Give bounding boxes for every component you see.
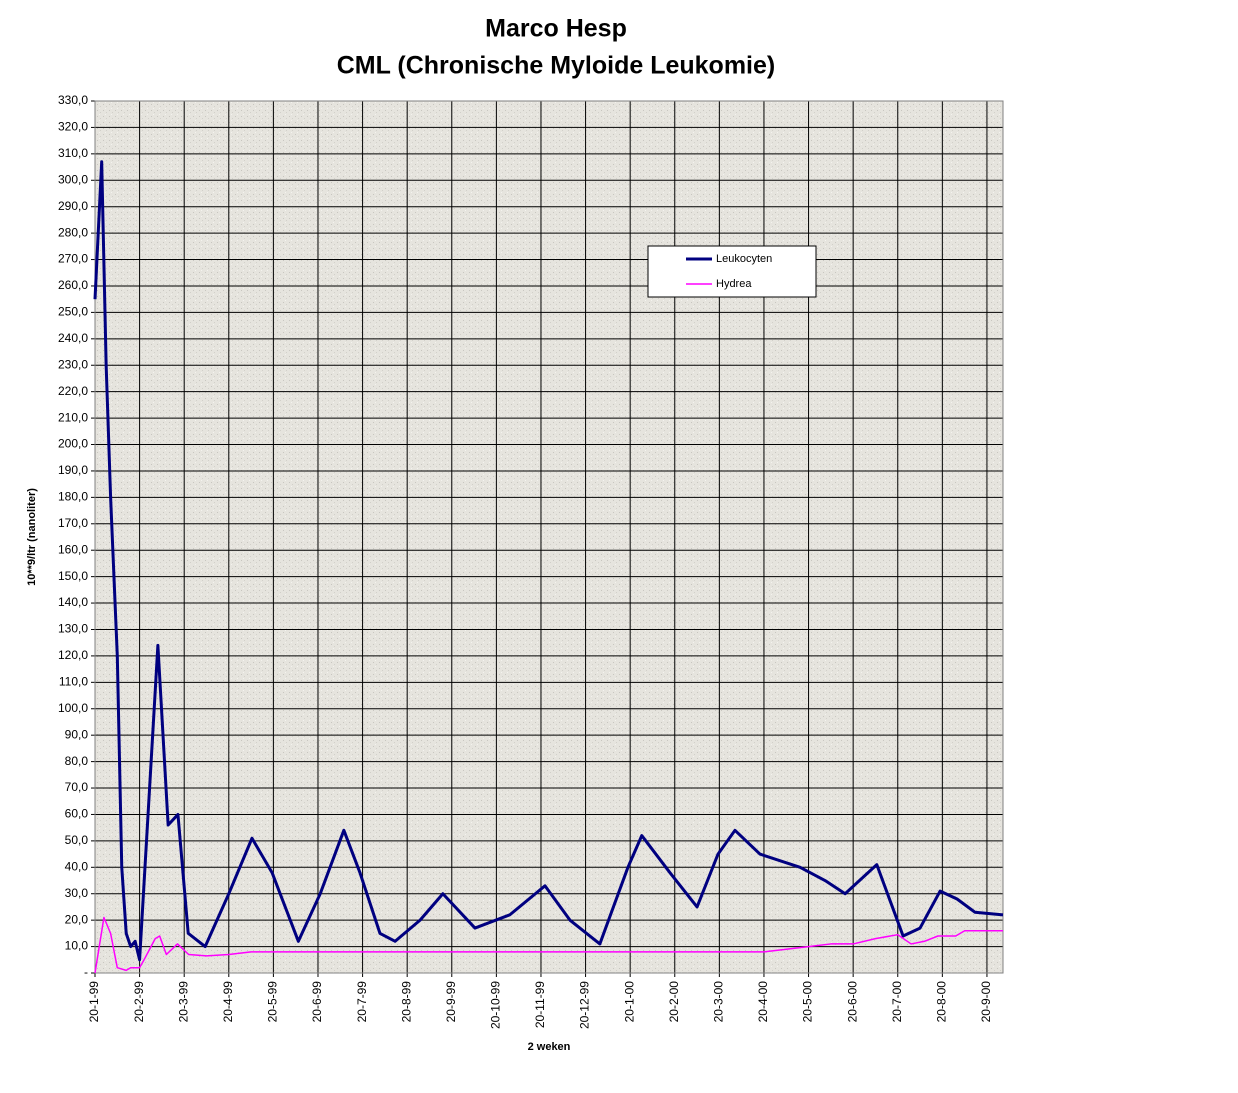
y-tick-label: 120,0 <box>58 648 88 662</box>
y-tick-label: 90,0 <box>65 727 89 741</box>
legend <box>647 245 817 298</box>
x-tick-label: 20-7-99 <box>355 981 369 1023</box>
y-tick-label: 270,0 <box>58 252 88 266</box>
x-tick-label: 20-7-00 <box>890 981 904 1023</box>
x-tick-label: 20-5-00 <box>801 981 815 1023</box>
x-tick-label: 20-8-99 <box>399 981 413 1023</box>
x-tick-label: 20-9-99 <box>444 981 458 1023</box>
y-tick-label: 10,0 <box>65 939 89 953</box>
y-axis-label: 10**9/ltr (nanoliter) <box>26 488 38 586</box>
y-tick-label: 180,0 <box>58 490 88 504</box>
y-tick-label: 130,0 <box>58 622 88 636</box>
lines <box>93 160 1004 974</box>
y-tick-label: 260,0 <box>58 278 88 292</box>
x-tick-label: 20-1-99 <box>87 981 101 1023</box>
legend-label: Leukocyten <box>716 253 772 265</box>
x-tick-label: 20-6-99 <box>310 981 324 1023</box>
x-tick-label: 20-10-99 <box>489 981 503 1029</box>
x-tick-label: 20-4-99 <box>221 981 235 1023</box>
y-tick-label: 60,0 <box>65 807 89 821</box>
y-tick-label: 40,0 <box>65 859 89 873</box>
x-tick-label: 20-2-99 <box>132 981 146 1023</box>
y-tick-label: 200,0 <box>58 437 88 451</box>
x-tick-label: 20-6-00 <box>845 981 859 1023</box>
y-tick-label: 240,0 <box>58 331 88 345</box>
plot-area <box>95 101 1003 973</box>
y-tick-label: 300,0 <box>58 172 88 186</box>
x-tick-label: 20-11-99 <box>533 981 547 1028</box>
y-tick-label: 220,0 <box>58 384 88 398</box>
legend-label: Hydrea <box>716 278 752 290</box>
y-tick-label: 250,0 <box>58 305 88 319</box>
y-tick-label: 20,0 <box>65 912 89 926</box>
y-tick-label: 80,0 <box>65 754 89 768</box>
y-tick-label: - <box>84 965 88 979</box>
y-tick-label: 160,0 <box>58 542 88 556</box>
x-tick-label: 20-2-00 <box>667 981 681 1023</box>
series-line <box>94 916 1003 974</box>
y-tick-label: 310,0 <box>58 146 88 160</box>
grid <box>91 100 1004 977</box>
y-tick-label: 290,0 <box>58 199 88 213</box>
plot-border <box>94 100 1004 974</box>
x-tick-label: 20-4-00 <box>756 981 770 1023</box>
x-tick-label: 20-9-00 <box>979 981 993 1023</box>
y-tick-label: 140,0 <box>58 595 88 609</box>
y-tick-label: 170,0 <box>58 516 88 530</box>
y-tick-label: 230,0 <box>58 357 88 371</box>
y-tick-label: 70,0 <box>65 780 89 794</box>
y-tick-label: 50,0 <box>65 833 89 847</box>
y-tick-label: 210,0 <box>58 410 88 424</box>
x-tick-label: 20-12-99 <box>578 981 592 1029</box>
x-tick-label: 20-3-99 <box>176 981 190 1023</box>
x-tick-label: 20-1-00 <box>622 981 636 1023</box>
x-tick-label: 20-5-99 <box>266 981 280 1023</box>
x-axis-label: 2 weken <box>528 1041 571 1053</box>
chart-subtitle: CML (Chronische Myloide Leukomie) <box>337 52 775 80</box>
chart-title: Marco Hesp <box>485 15 627 43</box>
y-tick-label: 110,0 <box>59 675 88 689</box>
series-line <box>93 160 1004 962</box>
y-tick-label: 280,0 <box>58 225 88 239</box>
y-tick-label: 100,0 <box>58 701 88 715</box>
x-tick-label: 20-3-00 <box>712 981 726 1023</box>
y-tick-label: 330,0 <box>58 93 88 107</box>
y-tick-label: 190,0 <box>58 463 88 477</box>
y-tick-label: 320,0 <box>58 120 88 134</box>
y-tick-label: 150,0 <box>58 569 88 583</box>
x-tick-label: 20-8-00 <box>935 981 949 1023</box>
y-tick-label: 30,0 <box>65 886 89 900</box>
